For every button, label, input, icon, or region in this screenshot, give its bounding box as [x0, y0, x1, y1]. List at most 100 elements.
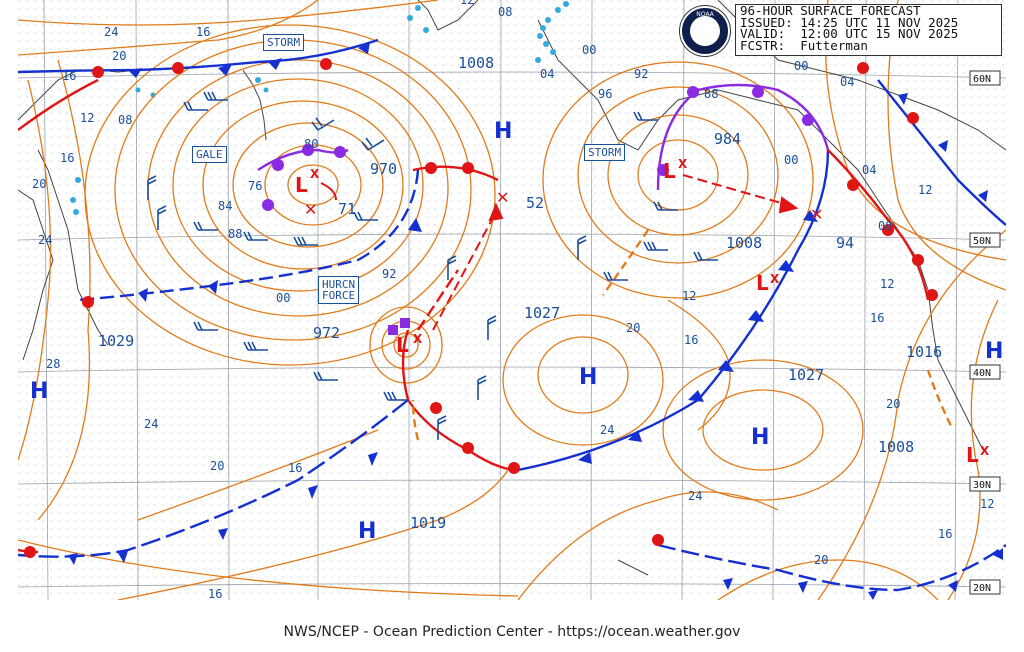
- fronts: [18, 38, 1006, 592]
- svg-text:20: 20: [886, 397, 900, 411]
- svg-text:24: 24: [688, 489, 702, 503]
- svg-text:12: 12: [918, 183, 932, 197]
- svg-text:00: 00: [794, 59, 808, 73]
- svg-text:12: 12: [80, 111, 94, 125]
- svg-text:50N: 50N: [973, 236, 991, 247]
- svg-text:76: 76: [248, 179, 262, 193]
- svg-text:24: 24: [104, 25, 118, 39]
- wind-barbs: [147, 91, 718, 440]
- svg-text:24: 24: [38, 233, 52, 247]
- svg-text:20N: 20N: [973, 583, 991, 594]
- svg-text:30N: 30N: [973, 480, 991, 491]
- lat-label: 40N: [969, 364, 1001, 380]
- svg-text:970: 970: [370, 160, 397, 178]
- svg-text:✕: ✕: [496, 188, 509, 207]
- svg-text:X: X: [413, 332, 423, 346]
- svg-text:94: 94: [836, 234, 854, 252]
- graticule: [18, 0, 1006, 600]
- svg-text:88: 88: [228, 227, 242, 241]
- gale-warning-tag: GALE: [192, 146, 227, 163]
- svg-text:00: 00: [582, 43, 596, 57]
- svg-text:16: 16: [288, 461, 302, 475]
- svg-text:L: L: [396, 333, 409, 357]
- svg-text:04: 04: [862, 163, 876, 177]
- svg-text:X: X: [678, 157, 688, 171]
- svg-text:H: H: [30, 379, 48, 404]
- svg-text:1027: 1027: [788, 366, 824, 384]
- storm-warning-tag: STORM: [263, 34, 305, 51]
- svg-text:L: L: [756, 271, 769, 295]
- svg-text:984: 984: [714, 130, 741, 148]
- svg-text:16: 16: [684, 333, 698, 347]
- svg-text:00: 00: [276, 291, 290, 305]
- svg-text:20: 20: [112, 49, 126, 63]
- svg-text:28: 28: [46, 357, 60, 371]
- low-marker: L: [295, 173, 308, 197]
- hurricane-force-warning-tag: HURCN FORCE: [318, 276, 360, 304]
- svg-text:16: 16: [196, 25, 210, 39]
- svg-text:24: 24: [600, 423, 614, 437]
- isobars: [18, 0, 1006, 600]
- storm-track-arrows: [320, 174, 799, 331]
- storm-warning-tag: STORM: [584, 144, 626, 161]
- high-center-markers: H H H H H H: [30, 119, 1003, 544]
- svg-text:X: X: [770, 272, 780, 286]
- header-valid: VALID: 12:00 UTC 15 NOV 2025: [740, 26, 959, 41]
- svg-text:16: 16: [208, 587, 222, 600]
- svg-text:84: 84: [218, 199, 232, 213]
- svg-text:20: 20: [32, 177, 46, 191]
- svg-text:L: L: [663, 159, 676, 183]
- svg-text:1008: 1008: [726, 234, 762, 252]
- svg-text:08: 08: [118, 113, 132, 127]
- forecast-header: 96-HOUR SURFACE FORECAST ISSUED: 14:25 U…: [735, 4, 1002, 56]
- svg-text:1016: 1016: [906, 343, 942, 361]
- svg-text:20: 20: [210, 459, 224, 473]
- isobar-labels: 24 20 16 16 12 08 16 20 24 28 24 20 16 16 84 88 80 76…: [32, 0, 994, 600]
- svg-text:X: X: [980, 444, 990, 458]
- coord-labels: 140E 150E 160E 170E 180 170W 160W 150W 1…: [969, 70, 1001, 595]
- svg-text:96: 96: [598, 87, 612, 101]
- svg-text:20: 20: [814, 553, 828, 567]
- svg-text:08: 08: [878, 219, 892, 233]
- footer-credit: NWS/NCEP - Ocean Prediction Center - htt…: [283, 624, 741, 640]
- front-symbols: [24, 42, 1003, 600]
- svg-text:12: 12: [460, 0, 474, 7]
- svg-text:92: 92: [634, 67, 648, 81]
- svg-text:12: 12: [682, 289, 696, 303]
- svg-text:04: 04: [840, 75, 854, 89]
- lat-label: 50N: [969, 232, 1001, 248]
- svg-text:H: H: [494, 119, 512, 144]
- lat-label: 60N: [969, 70, 1001, 86]
- svg-text:00: 00: [784, 153, 798, 167]
- sea-ice: [70, 1, 569, 215]
- noaa-logo: NOAA: [680, 6, 730, 56]
- svg-text:20: 20: [626, 321, 640, 335]
- pressure-values: 1008 970 972 984 1008 1029 1027 1027 101…: [98, 54, 942, 532]
- svg-text:04: 04: [540, 67, 554, 81]
- lat-label: 20N: [969, 579, 1001, 595]
- svg-text:12: 12: [980, 497, 994, 511]
- lat-label: 30N: [969, 476, 1001, 492]
- svg-text:40N: 40N: [973, 368, 991, 379]
- grid-dots: [18, 0, 1006, 600]
- svg-text:972: 972: [313, 324, 340, 342]
- low-center-markers: L X ✕ L X L X ✕ ✕ L X L X: [295, 157, 990, 467]
- svg-text:L: L: [966, 443, 979, 467]
- svg-text:16: 16: [62, 69, 76, 83]
- svg-text:24: 24: [144, 417, 158, 431]
- svg-text:52: 52: [526, 194, 544, 212]
- svg-text:16: 16: [938, 527, 952, 541]
- svg-text:16: 16: [870, 311, 884, 325]
- svg-text:92: 92: [382, 267, 396, 281]
- header-issued: ISSUED: 14:25 UTC 11 NOV 2025: [740, 14, 959, 30]
- svg-text:H: H: [985, 339, 1003, 364]
- map-panel: L X ✕ L X L X ✕ ✕ L X L X H H H H H H 24…: [18, 0, 1006, 600]
- svg-text:1029: 1029: [98, 332, 134, 350]
- header-forecaster: FCSTR: Futterman: [740, 37, 868, 53]
- noaa-logo-emblem: [690, 16, 720, 46]
- svg-text:✕: ✕: [810, 205, 823, 224]
- svg-text:08: 08: [498, 5, 512, 19]
- svg-text:16: 16: [60, 151, 74, 165]
- svg-text:80: 80: [304, 137, 318, 151]
- svg-text:1008: 1008: [458, 54, 494, 72]
